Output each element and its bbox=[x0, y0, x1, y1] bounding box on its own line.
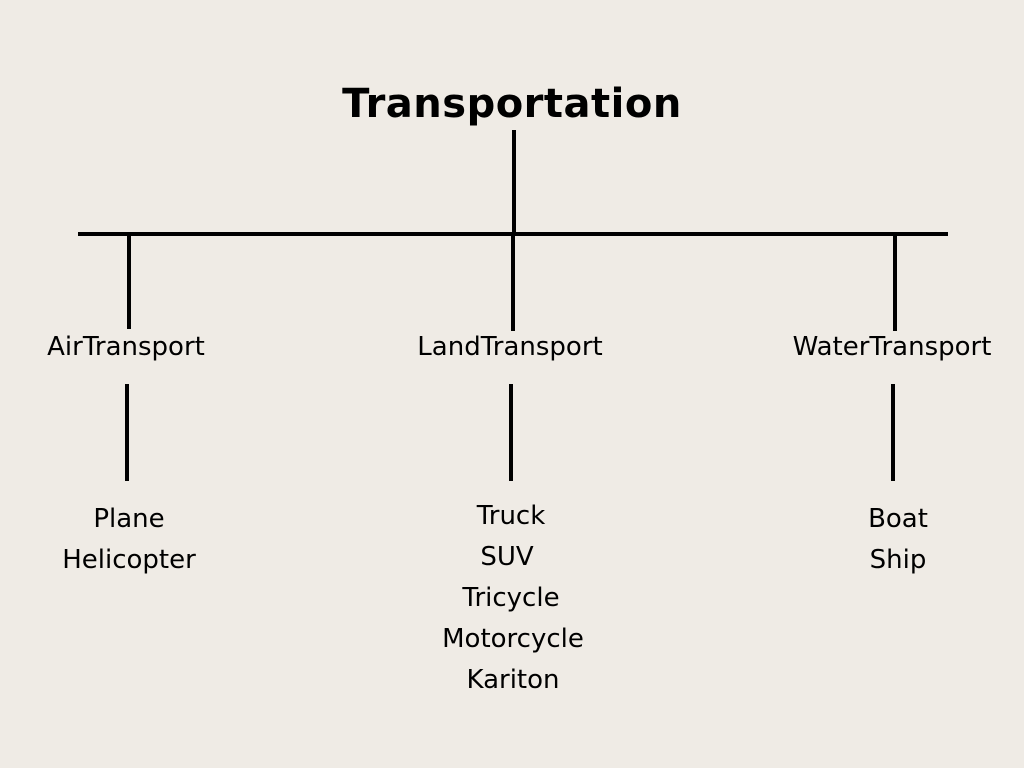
item-connector-line-air bbox=[125, 384, 129, 481]
item-list-air: Plane Helicopter bbox=[0, 499, 259, 581]
branch-label-water: WaterTransport bbox=[792, 332, 992, 362]
item-connector-line-water bbox=[891, 384, 895, 481]
root-connector-line bbox=[512, 130, 516, 234]
branch-connector-line-water bbox=[893, 234, 897, 331]
item-list-water: Boat Ship bbox=[768, 499, 1024, 581]
list-item: Tricycle bbox=[462, 583, 560, 613]
item-list-land: Truck SUV Tricycle Motorcycle Kariton bbox=[381, 496, 641, 701]
list-item: Helicopter bbox=[62, 545, 196, 575]
list-item: Motorcycle bbox=[442, 624, 584, 654]
list-item: Truck bbox=[476, 501, 546, 531]
branch-connector-line-land bbox=[511, 234, 515, 331]
list-item: Ship bbox=[869, 545, 927, 575]
item-connector-line-land bbox=[509, 384, 513, 481]
branch-label-air: AirTransport bbox=[47, 332, 205, 362]
list-item: SUV bbox=[480, 542, 534, 572]
branch-connector-line-air bbox=[127, 234, 131, 329]
branch-label-land: LandTransport bbox=[417, 332, 603, 362]
list-item: Plane bbox=[93, 504, 165, 534]
root-node-title: Transportation bbox=[342, 81, 682, 127]
list-item: Boat bbox=[868, 504, 928, 534]
list-item: Kariton bbox=[466, 665, 560, 695]
